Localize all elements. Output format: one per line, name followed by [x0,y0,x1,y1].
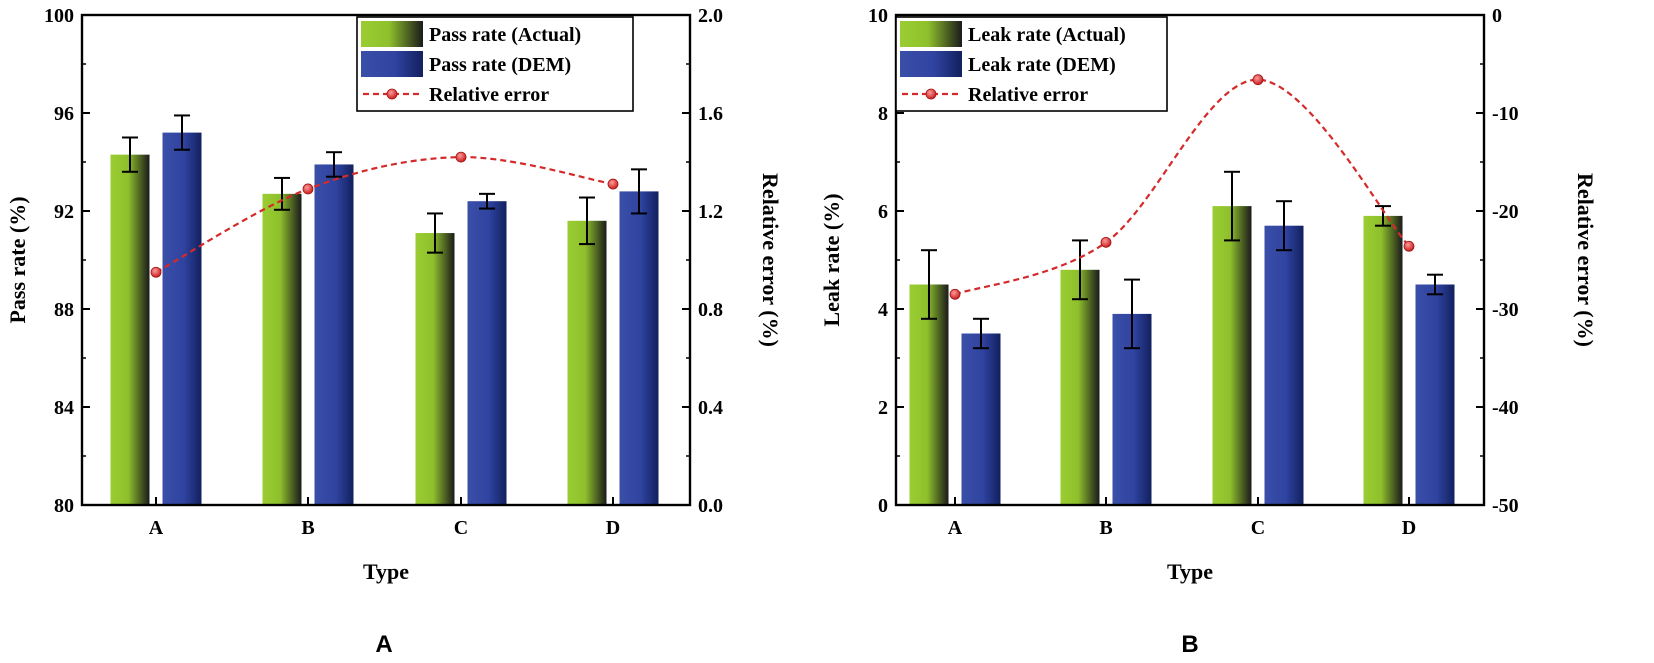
y2-tick-label: 2.0 [698,5,723,27]
bar-actual-B [262,193,302,505]
x-tick-label: B [1099,517,1112,539]
y2-tick-label: -30 [1492,299,1519,321]
relative-error-line [155,155,614,274]
bar-dem-A [961,333,1001,505]
relative-error-point-D [607,178,619,190]
y-tick-label: 2 [878,397,888,419]
legend-label: Leak rate (Actual) [968,24,1126,46]
y-tick-label: 84 [54,397,74,419]
y2-axis-title: Relative error (%) [758,173,783,347]
y-tick-label: 96 [54,103,74,125]
y-tick-label: 4 [878,299,888,321]
x-axis-title: Type [363,559,409,584]
y2-tick-label: -40 [1492,397,1519,419]
panel-label: A [375,631,392,658]
y2-tick-label: 0.8 [698,299,723,321]
chart-panel-b: 0 2 4 6 8 10 -50 -40 -30 -20 -10 0 A B C D Type Leak rate… [819,5,1598,658]
y-tick-label: 8 [878,103,888,125]
y-tick-label: 0 [878,495,888,517]
relative-error-line [954,78,1410,296]
bar-actual-B [1060,269,1100,505]
y2-tick-label: 0 [1492,5,1502,27]
relative-error-point-B [1100,236,1112,248]
x-tick-label: A [948,517,963,539]
y2-tick-label: 1.6 [698,103,723,125]
bar-dem-D [1415,284,1455,505]
bar-actual-A [909,284,949,505]
bar-dem-A [162,132,202,505]
legend-label: Relative error [429,84,549,106]
y-tick-label: 6 [878,201,888,223]
y2-axis-title: Relative error (%) [1573,173,1598,347]
y-tick-label: 92 [54,201,74,223]
y-tick-label: 88 [54,299,74,321]
relative-error-point-C [1252,74,1264,86]
bar-actual-C [1212,206,1252,505]
legend-swatch-marker [925,88,937,100]
bar-actual-A [110,154,150,505]
y2-tick-label: -50 [1492,495,1519,517]
y2-tick-label: -20 [1492,201,1519,223]
y-tick-label: 100 [44,5,74,27]
y2-tick-label: 0.4 [698,397,723,419]
legend-swatch-dem [361,51,423,77]
relative-error-point-C [455,151,467,163]
x-tick-label: C [1251,517,1265,539]
x-tick-label: D [606,517,620,539]
relative-error-point-B [302,183,314,195]
y-tick-label: 80 [54,495,74,517]
x-tick-label: B [301,517,314,539]
legend-swatch-dem [900,51,962,77]
y-tick-label: 10 [868,5,888,27]
x-tick-label: D [1402,517,1416,539]
x-tick-label: A [149,517,164,539]
x-tick-label: C [454,517,468,539]
bar-actual-D [1363,215,1403,505]
bar-dem-C [1264,225,1304,505]
panel-label: B [1181,631,1198,658]
bar-actual-D [567,220,607,506]
relative-error-point-A [150,266,162,278]
relative-error-point-D [1403,240,1415,252]
legend-label: Leak rate (DEM) [968,54,1116,76]
legend-swatch-marker [386,88,398,100]
legend-label: Pass rate (DEM) [429,54,571,76]
bar-dem-C [467,201,507,505]
chart-panel-a: 80 84 88 92 96 100 0.0 0.4 0.8 1.2 1.6 2.0 A B C D Type P… [5,5,783,658]
bar-dem-D [619,191,659,505]
legend-swatch-actual [900,21,962,47]
y2-tick-label: 1.2 [698,201,723,223]
legend-swatch-actual [361,21,423,47]
y-axis-title: Leak rate (%) [819,193,844,326]
bar-dem-B [314,164,354,505]
y-axis-title: Pass rate (%) [5,196,30,323]
y2-tick-label: -10 [1492,103,1519,125]
legend-label: Pass rate (Actual) [429,24,581,46]
x-axis-title: Type [1167,559,1213,584]
legend-label: Relative error [968,84,1088,106]
relative-error-point-A [949,288,961,300]
y2-tick-label: 0.0 [698,495,723,517]
bar-actual-C [415,233,455,506]
